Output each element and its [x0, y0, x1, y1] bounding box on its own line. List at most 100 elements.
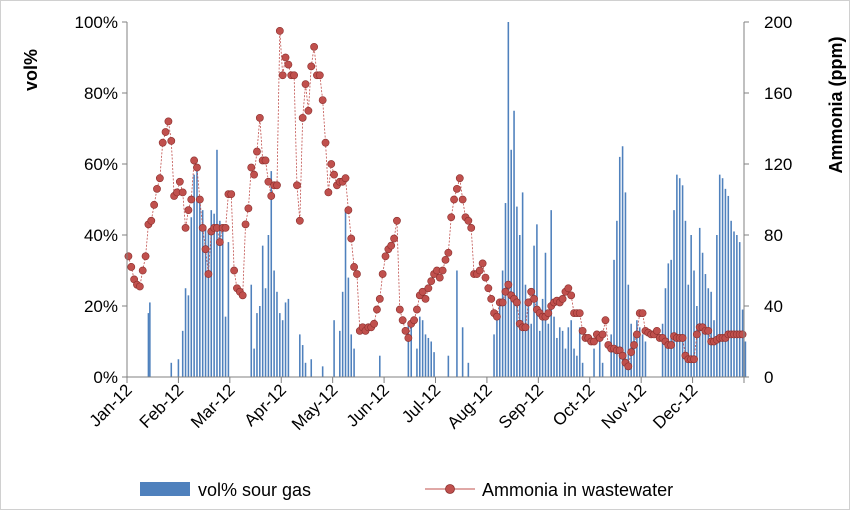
ammonia-point: [253, 147, 261, 156]
ammonia-point: [484, 284, 493, 293]
bar-sour-gas: [636, 320, 638, 377]
bar-sour-gas: [670, 259, 672, 377]
ammonia-point: [198, 223, 207, 232]
bar-sour-gas: [461, 327, 464, 377]
bar-sour-gas: [710, 291, 712, 377]
ammonia-point: [578, 326, 587, 335]
x-tick-label: Feb-12: [136, 380, 188, 432]
ammonia-point: [410, 316, 418, 325]
bar-sour-gas: [267, 235, 270, 377]
y-right-tick-label: 40: [764, 297, 783, 316]
bar-sour-gas: [177, 359, 180, 377]
bar-sour-gas: [227, 242, 230, 377]
bar-sour-gas: [676, 174, 678, 377]
ammonia-point: [178, 188, 187, 197]
bar-sour-gas: [253, 348, 255, 377]
ammonia-point: [281, 53, 290, 62]
ammonia-point: [395, 305, 404, 314]
x-tick-label: Jul-12: [398, 380, 444, 426]
y-left-axis-label: vol%: [21, 49, 41, 91]
ammonia-point: [564, 284, 573, 293]
ammonia-point: [327, 160, 336, 168]
ammonia-point: [558, 294, 567, 303]
bar-sour-gas: [281, 320, 284, 377]
bar-sour-gas: [573, 348, 575, 377]
bar-sour-gas: [616, 220, 618, 377]
x-tick-label: Mar-12: [187, 380, 239, 432]
ammonia-point: [487, 294, 496, 303]
bar-sour-gas: [550, 210, 552, 377]
bar-sour-gas: [344, 210, 347, 377]
ammonia-point: [692, 330, 701, 339]
bars-layer: [147, 22, 747, 377]
legend-swatch-ammonia-marker: [445, 484, 455, 494]
ammonia-point: [598, 330, 607, 339]
ammonia-point: [158, 138, 167, 147]
bar-sour-gas: [187, 295, 190, 377]
bar-sour-gas: [433, 352, 435, 377]
bar-sour-gas: [618, 156, 621, 377]
bar-sour-gas: [667, 263, 670, 377]
bar-sour-gas: [564, 348, 567, 377]
bar-sour-gas: [518, 235, 521, 377]
ammonia-point: [478, 259, 487, 268]
ammonia-point: [630, 341, 638, 349]
ammonia-point: [310, 42, 318, 51]
ammonia-point: [230, 266, 239, 275]
bar-sour-gas: [149, 302, 151, 377]
ammonia-point: [404, 334, 413, 342]
bar-sour-gas: [624, 192, 627, 377]
y-left-tick-label: 80%: [84, 84, 118, 103]
bar-sour-gas: [190, 217, 193, 377]
bar-sour-gas: [738, 242, 741, 377]
ammonia-point: [567, 291, 576, 300]
bar-sour-gas: [613, 259, 615, 377]
bar-sour-gas: [601, 362, 604, 377]
ammonia-point: [344, 206, 353, 215]
bar-sour-gas: [201, 210, 204, 377]
ammonia-point: [690, 355, 698, 364]
bar-sour-gas: [696, 306, 698, 377]
bar-sour-gas: [273, 270, 275, 377]
ammonia-point: [667, 341, 676, 349]
ammonia-point: [738, 330, 747, 339]
bar-sour-gas: [321, 366, 324, 377]
ammonia-point: [493, 312, 501, 321]
bar-sour-gas: [687, 284, 690, 377]
bar-sour-gas: [407, 323, 410, 377]
ammonia-point: [381, 252, 390, 261]
ammonia-point: [464, 216, 473, 225]
bar-sour-gas: [510, 149, 512, 377]
bar-sour-gas: [341, 291, 344, 377]
ammonia-point: [632, 330, 641, 339]
bar-sour-gas: [196, 164, 198, 377]
bar-sour-gas: [216, 149, 218, 377]
ammonia-point: [175, 177, 184, 186]
bar-sour-gas: [733, 231, 735, 377]
ammonia-point: [275, 26, 284, 35]
ammonia-point: [321, 138, 330, 147]
bar-sour-gas: [721, 178, 724, 377]
y-right-tick-label: 120: [764, 155, 792, 174]
bar-sour-gas: [578, 327, 581, 377]
bar-sour-gas: [259, 306, 261, 377]
bar-sour-gas: [598, 334, 601, 377]
ammonia-point: [398, 316, 407, 325]
ammonia-point: [421, 294, 430, 303]
bar-sour-gas: [276, 291, 278, 377]
bar-sour-gas: [353, 348, 355, 377]
bar-sour-gas: [456, 270, 458, 377]
legend-swatch-sour-gas: [140, 482, 190, 496]
ammonia-point: [241, 220, 250, 229]
ammonia-point: [267, 192, 276, 200]
ammonia-point: [293, 181, 301, 190]
ammonia-point: [247, 163, 256, 172]
bar-sour-gas: [421, 320, 424, 377]
bar-sour-gas: [447, 355, 450, 377]
bar-sour-gas: [299, 334, 301, 377]
ammonia-point: [284, 60, 293, 69]
ammonia-point: [435, 273, 444, 282]
legend-label-ammonia: Ammonia in wastewater: [482, 480, 673, 500]
bar-sour-gas: [199, 203, 201, 377]
bar-sour-gas: [701, 252, 704, 377]
